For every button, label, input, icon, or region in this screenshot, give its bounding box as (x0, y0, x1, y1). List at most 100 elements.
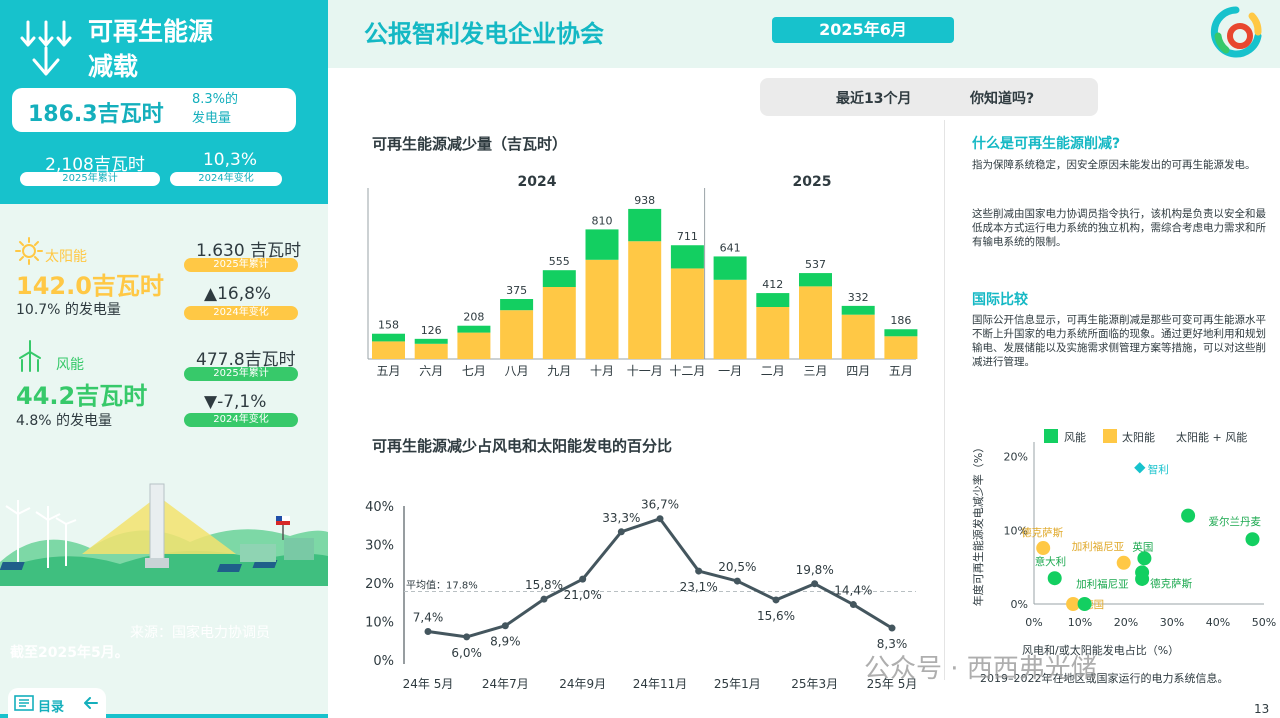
bar-wind-segment (414, 338, 448, 344)
scatter-y-axis-label: 年度可再生能源发电减少率（%） (971, 442, 985, 606)
bar-category-label: 一月 (718, 364, 742, 378)
international-comparison-p1: 国际公开信息显示，可再生能源削减是那些可变可再生能源水平不断上升国家的电力系统所… (972, 314, 1266, 368)
tech-breakdown-band (0, 204, 328, 714)
sun-icon (15, 237, 43, 265)
line-x-tick-label: 24年9月 (559, 677, 606, 691)
wind-cumulative-label: 2025年累计 (184, 367, 298, 381)
line-value-label: 21,0% (564, 588, 602, 602)
scatter-y-tick-label: 0% (1011, 598, 1028, 611)
bar-wind-segment (500, 299, 534, 311)
total-curtailment-value: 186.3吉瓦时 (28, 102, 164, 127)
line-point (579, 575, 587, 583)
column-divider (944, 120, 945, 680)
solar-cumulative-label: 2025年累计 (184, 258, 298, 272)
scatter-point-label: 爱尔兰丹麦 (1209, 515, 1262, 528)
bar-category-label: 二月 (761, 364, 785, 378)
legend-wind-swatch (1044, 429, 1058, 443)
wind-share: 4.8% 的发电量 (16, 413, 113, 429)
scatter-x-axis-label: 风电和/或太阳能发电占比（%） (1022, 643, 1179, 657)
watermark: 公众号 · 西西弗光储 (864, 654, 1097, 684)
scatter-point-label: 加利福尼亚 (1072, 540, 1125, 553)
line-y-tick-label: 0% (373, 654, 394, 669)
line-point (501, 622, 509, 630)
bar-value-label: 412 (762, 278, 783, 291)
scatter-point-wind (1135, 571, 1150, 586)
tab-bar: 最近13个月 你知道吗? (760, 78, 1098, 116)
line-value-label: 7,4% (413, 611, 444, 625)
bar-category-label: 十月 (590, 364, 614, 378)
bar-value-label: 126 (421, 324, 442, 337)
scatter-point-wind (1047, 571, 1062, 586)
bar-wind-segment (372, 333, 405, 342)
solar-change: ▲16,8% (204, 284, 272, 304)
as-of-note: 截至2025年5月。 (10, 645, 129, 661)
bar-category-label: 十二月 (669, 364, 705, 378)
scatter-point-solar (1116, 555, 1131, 570)
bar-wind-segment (713, 256, 747, 280)
scatter-point-solar (1036, 541, 1051, 556)
bar-solar-segment (841, 314, 875, 359)
what-is-curtailment-p2: 这些削减由国家电力协调员指令执行，该机构是负责以安全和最低成本方式运行电力系统的… (972, 208, 1266, 248)
line-point (617, 528, 625, 536)
curtailment-share-line-chart: 0% 10% 20% 30% 40% 平均值：17.8% 7,4% 6,0% 8,9% 15,8%… (365, 498, 917, 691)
line-value-label: 8,3% (877, 637, 908, 651)
legend-solar-swatch (1103, 429, 1117, 443)
bar-solar-segment (457, 332, 491, 359)
line-value-label: 8,9% (490, 635, 521, 649)
scatter-y-tick-label: 20% (1004, 451, 1028, 464)
scatter-note: 2019–2022年在地区或国家运行的电力系统信息。 (980, 671, 1229, 685)
bar-category-label: 九月 (547, 364, 571, 378)
line-value-label: 20,5% (718, 560, 756, 574)
line-chart-title: 可再生能源减少占风电和太阳能发电的百分比 (372, 437, 673, 455)
bar-wind-segment (884, 329, 918, 337)
bar-solar-segment (372, 341, 405, 359)
bar-value-label: 208 (463, 311, 484, 324)
line-x-tick-label: 24年 5月 (403, 677, 454, 691)
line-point (695, 567, 703, 575)
scatter-point-label: 意大利 (1035, 555, 1067, 568)
total-share-line1: 8.3%的 (192, 92, 239, 107)
bar-category-label: 三月 (803, 364, 827, 378)
line-value-label: 6,0% (451, 646, 482, 660)
bar-wind-segment (628, 208, 662, 242)
year-label-2024: 2024 (518, 174, 557, 190)
tab-recent-13-months[interactable]: 最近13个月 (836, 91, 912, 107)
bar-solar-segment (585, 259, 619, 359)
line-x-tick-label: 25年3月 (791, 677, 838, 691)
table-of-contents-button[interactable]: 目录 (8, 688, 106, 718)
line-point (463, 633, 471, 641)
line-value-label: 36,7% (641, 498, 679, 512)
tab-did-you-know[interactable]: 你知道吗? (970, 91, 1035, 107)
line-y-tick-label: 20% (365, 577, 394, 592)
bar-wind-segment (542, 270, 576, 287)
bar-category-label: 十一月 (627, 364, 663, 378)
sidebar-title: 可再生能源 减载 (88, 14, 213, 84)
what-is-curtailment-heading: 什么是可再生能源削减? (972, 136, 1121, 152)
scatter-x-tick-label: 50% (1252, 616, 1276, 629)
sidebar: 可再生能源 减载 186.3吉瓦时 8.3%的 发电量 2,108吉瓦时 202… (0, 0, 328, 718)
solar-change-label: 2024年变化 (184, 306, 298, 320)
page-number: 13 (1254, 702, 1270, 716)
solar-share: 10.7% 的发电量 (16, 302, 121, 318)
report-date: 2025年6月 (772, 17, 954, 43)
international-scatter-chart: 风能 太阳能 太阳能 + 风能 0% 10% 20% 0% 10% 20% 30% 40% 50% 年度… (971, 429, 1276, 685)
scatter-point-label: 德克萨斯 (1021, 526, 1063, 539)
annual-change-label: 2024年变化 (170, 172, 282, 186)
bar-solar-segment (628, 241, 662, 359)
download-arrows-icon (20, 20, 72, 76)
header: 公报智利发电企业协会 2025年6月 (328, 0, 1280, 68)
scatter-x-tick-label: 20% (1114, 616, 1138, 629)
wind-turbine-icon (19, 340, 41, 372)
annual-change-value: 10,3% (202, 150, 257, 170)
solar-cumulative: 1.630 吉瓦时 (196, 241, 302, 261)
line-value-label: 15,6% (757, 609, 795, 623)
bar-wind-segment (585, 229, 619, 260)
bar-solar-segment (713, 279, 747, 359)
company-logo-icon (1210, 6, 1262, 58)
line-point (540, 595, 548, 603)
total-share-line2: 发电量 (192, 111, 232, 126)
bar-category-label: 五月 (376, 364, 400, 378)
bar-solar-segment (799, 286, 832, 359)
line-point (811, 580, 819, 588)
bar-value-label: 938 (634, 194, 655, 207)
